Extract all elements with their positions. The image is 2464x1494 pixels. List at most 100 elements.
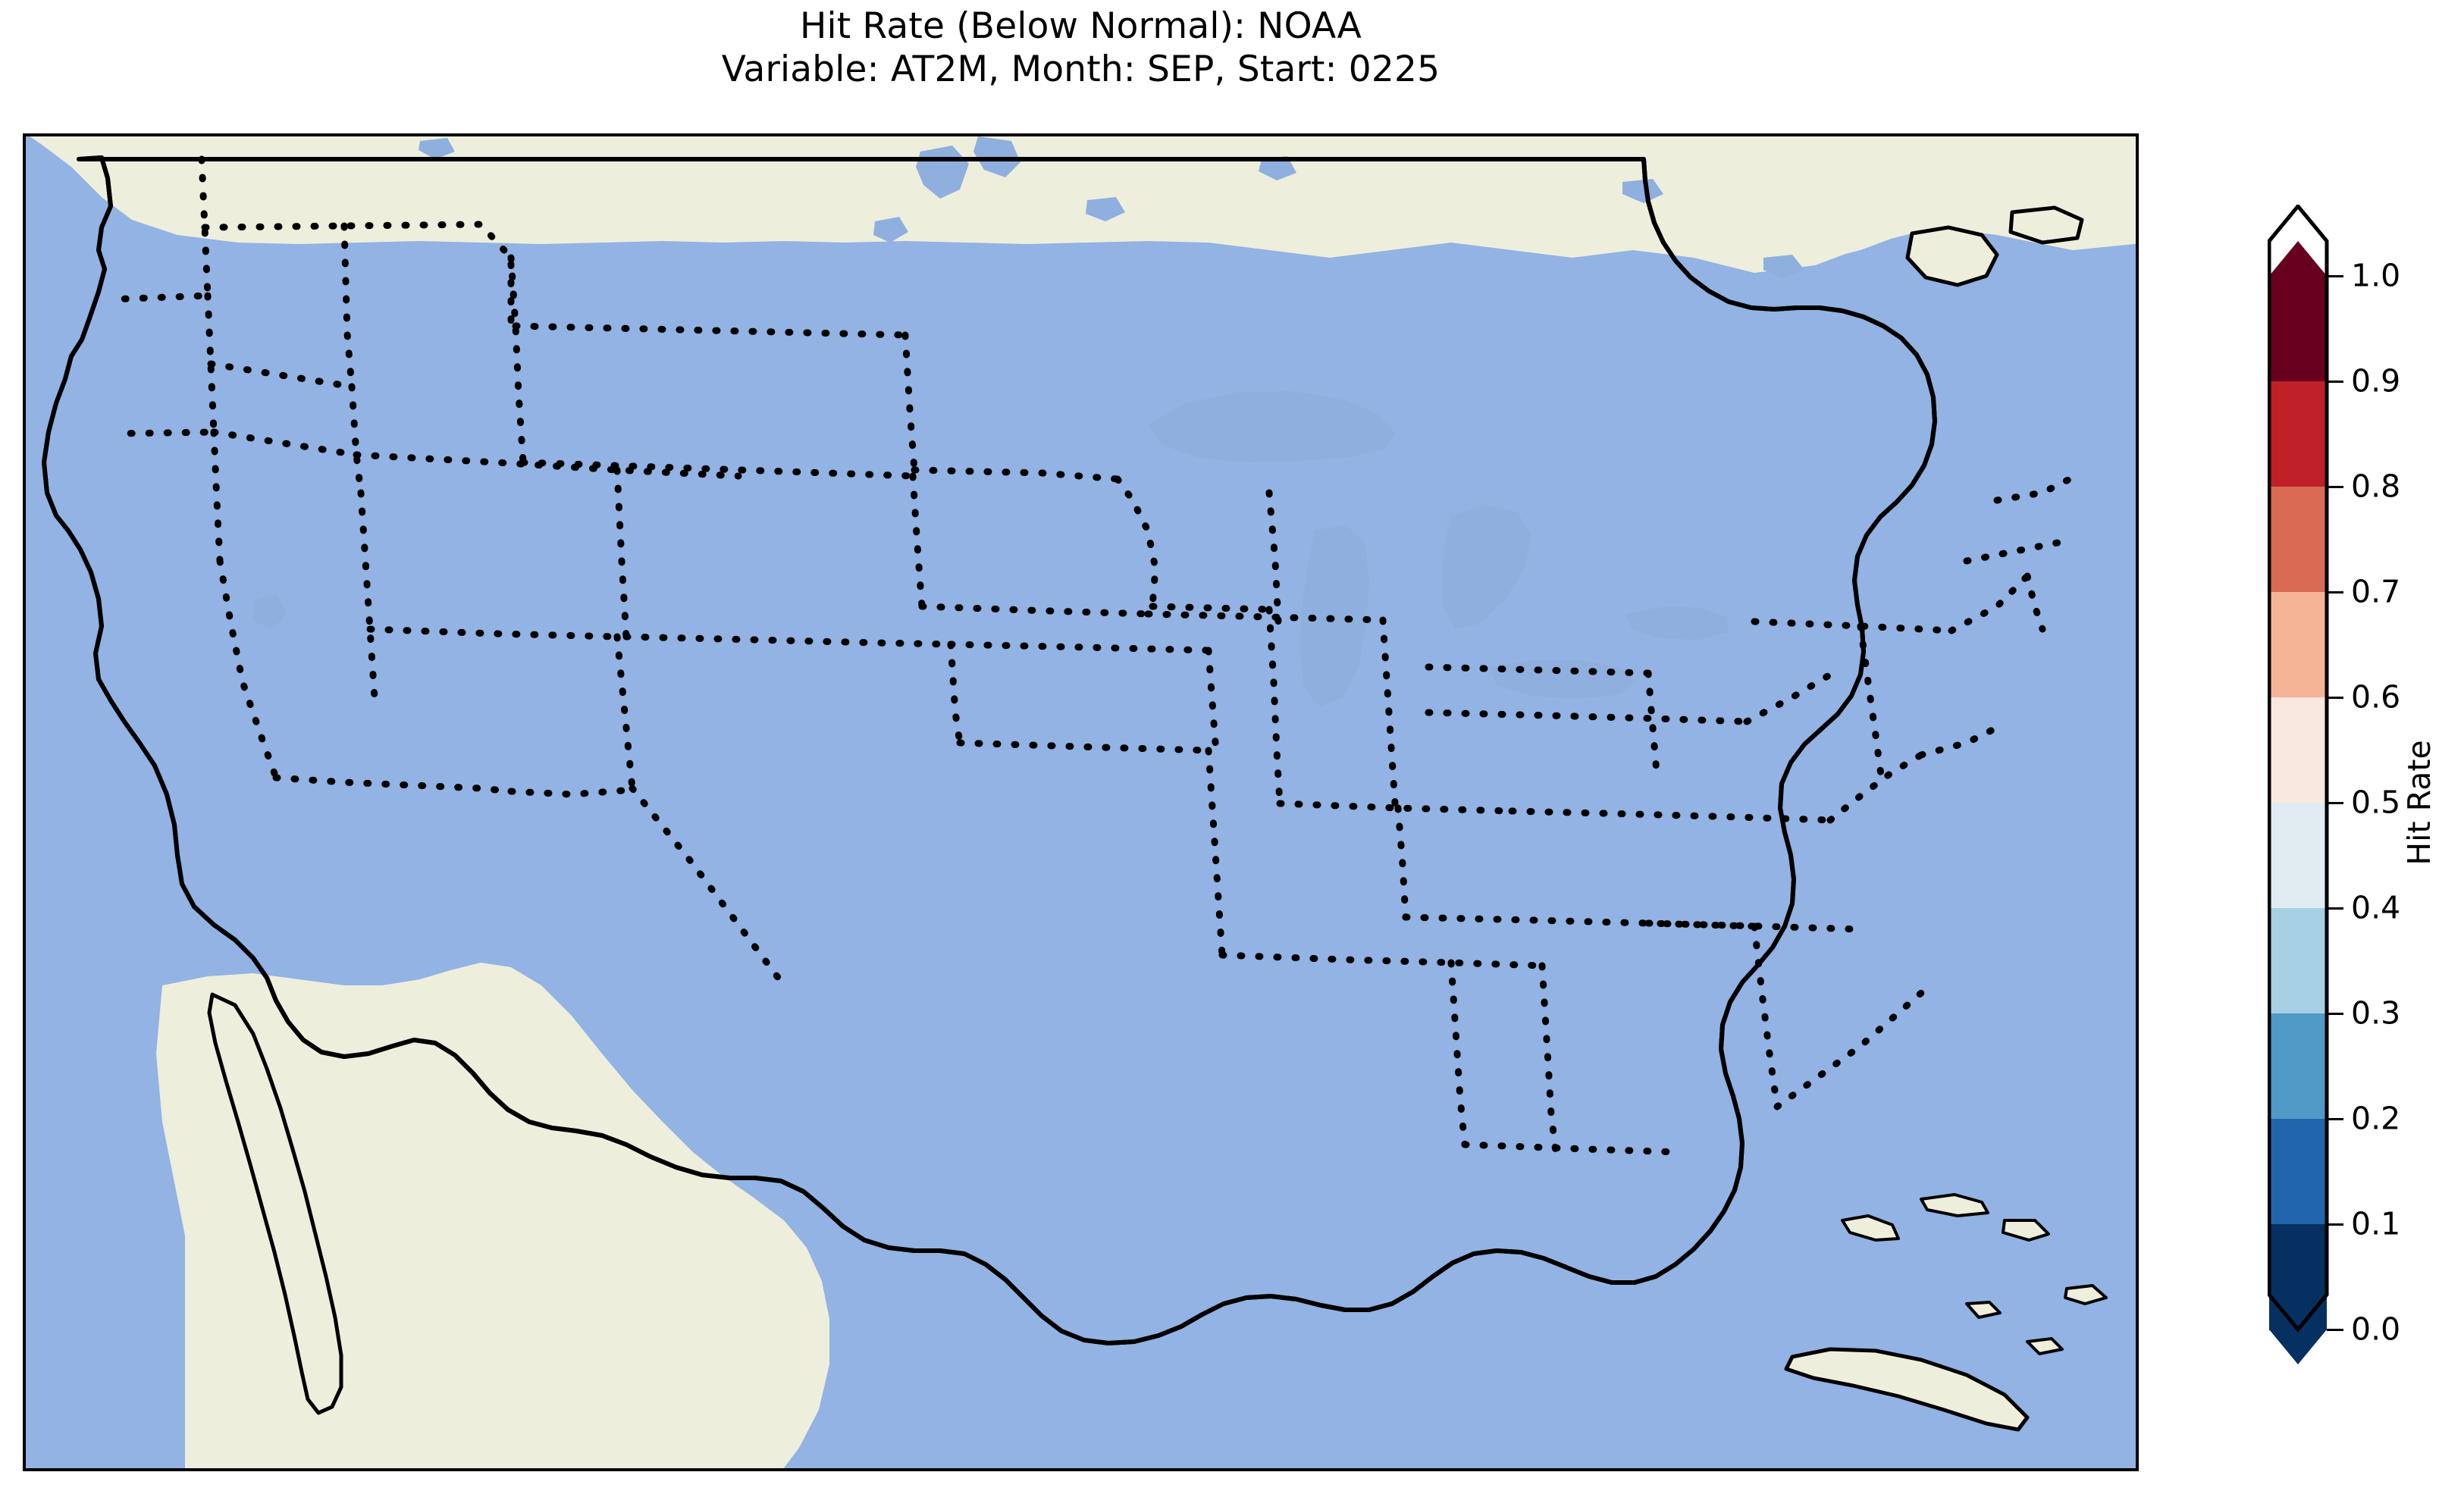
colorbar-tick-label: 0.3 [2351, 994, 2401, 1032]
state-border-47 [1508, 807, 1834, 824]
state-border-43 [1461, 1141, 1682, 1156]
inland-lake-3 [873, 217, 908, 243]
state-border-36 [1379, 616, 1399, 807]
colorbar-axis-label: Hit Rate [2401, 740, 2437, 866]
colorbar-tick-label: 0.8 [2351, 468, 2401, 505]
state-border-10 [357, 489, 378, 701]
state-border-32 [1144, 610, 1387, 624]
state-border-23 [901, 331, 918, 474]
bahamas-island-2 [1920, 1193, 1989, 1217]
newfoundland-tip [2008, 205, 2084, 245]
state-border-17 [613, 466, 630, 641]
state-border-1 [105, 155, 212, 303]
colorbar-band [2269, 908, 2327, 1014]
state-border-58 [1993, 474, 2077, 504]
state-border-16 [519, 459, 917, 480]
colorbar-bands [2269, 241, 2327, 1364]
state-border-19 [507, 786, 636, 798]
state-border-37 [1276, 800, 1516, 815]
state-border-9 [216, 557, 280, 781]
colorbar-tick [2327, 590, 2343, 594]
colorbar-tick [2327, 907, 2343, 910]
colorbar-tick [2327, 380, 2343, 383]
bahamas-island-4 [2064, 1284, 2108, 1305]
colorbar-tick-label: 0.9 [2351, 362, 2401, 399]
inland-lake-8 [419, 138, 455, 159]
state-border-30 [911, 466, 1121, 483]
state-border-26 [947, 641, 1212, 654]
state-border-18 [613, 633, 636, 792]
state-border-57 [1963, 539, 2061, 565]
state-border-28 [1205, 647, 1220, 756]
state-border-24 [909, 472, 926, 610]
colorbar-tick [2327, 1328, 2343, 1331]
colorbar-tick [2327, 801, 2343, 804]
state-border-55 [1917, 724, 2001, 759]
state-border-12 [366, 625, 621, 641]
great-lake-2 [1299, 525, 1369, 706]
colorbar-tick [2327, 1117, 2343, 1120]
colorbar-tick-label: 0.1 [2351, 1205, 2401, 1242]
state-border-5 [340, 222, 356, 390]
colorbar-tick-label: 0.0 [2351, 1311, 2401, 1348]
state-border-49 [1425, 709, 1751, 725]
colorbar-tick-label: 1.0 [2351, 257, 2401, 294]
colorbar-band [2269, 803, 2327, 909]
inland-lake-7 [1763, 255, 1804, 279]
colorbar-tick [2327, 1012, 2343, 1015]
colorbar-band [2269, 1224, 2327, 1330]
state-border-11 [272, 774, 515, 795]
state-border-56 [1948, 572, 2031, 634]
colorbar-band [2269, 381, 2327, 487]
state-border-14 [507, 254, 527, 466]
colorbar-tick-label: 0.2 [2351, 1100, 2401, 1137]
colorbar-band [2269, 1013, 2327, 1120]
state-border-6 [348, 383, 365, 496]
state-border-7 [207, 360, 356, 390]
state-border-34 [1265, 489, 1282, 625]
state-border-48 [1826, 751, 1925, 824]
state-border-15 [512, 322, 909, 339]
inland-lake-4 [1086, 197, 1125, 221]
state-border-45 [1644, 919, 1864, 933]
map-geography [26, 136, 2136, 1468]
bahamas-island-6 [2026, 1337, 2064, 1355]
inland-lake-6 [1622, 179, 1663, 203]
great-salt-lake [253, 594, 287, 629]
colorbar-tick-label: 0.5 [2351, 784, 2401, 821]
colorbar-tick-label: 0.7 [2351, 573, 2401, 610]
title-line-2: Variable: AT2M, Month: SEP, Start: 0225 [721, 49, 1440, 91]
bahamas-island-5 [1965, 1301, 2002, 1319]
map-axes [23, 133, 2139, 1471]
state-border-38 [1394, 804, 1409, 921]
state-border-29 [1205, 747, 1226, 959]
colorbar-band [2269, 697, 2327, 803]
baja-peninsula [207, 992, 343, 1415]
cuba-island [1784, 1347, 2030, 1432]
colorbar-over-arrow [2269, 241, 2327, 276]
state-border-50 [1425, 663, 1652, 677]
state-border-31 [1114, 475, 1159, 610]
state-border-46 [1773, 989, 1925, 1110]
state-border-13 [353, 451, 742, 480]
great-lake-3 [1442, 505, 1531, 629]
state-border-35 [1265, 606, 1284, 807]
state-border-21 [947, 641, 964, 747]
state-border-33 [1149, 603, 1273, 613]
colorbar-tick [2327, 696, 2343, 699]
state-border-42 [1538, 962, 1560, 1156]
state-border-39 [1218, 951, 1546, 969]
bahamas-island-3 [2002, 1219, 2050, 1242]
colorbar-tick [2327, 1223, 2343, 1226]
conus-coastline-top [42, 155, 1937, 1345]
state-border-27 [956, 739, 1212, 754]
colorbar-tick-label: 0.4 [2351, 889, 2401, 926]
colorbar-tick-label: 0.6 [2351, 678, 2401, 716]
state-border-41 [1447, 959, 1469, 1148]
eastern-canada [1679, 136, 2136, 265]
colorbar: 1.0 0.9 0.8 0.7 0.6 0.5 0.4 0.3 0.2 0.1 0.0 Hit Ra… [2268, 205, 2463, 1364]
great-lake-4 [1489, 659, 1636, 699]
colorbar-band [2269, 487, 2327, 593]
colorbar-tick [2327, 274, 2343, 277]
figure-title: Hit Rate (Below Normal): NOAA Variable: … [0, 5, 2161, 92]
